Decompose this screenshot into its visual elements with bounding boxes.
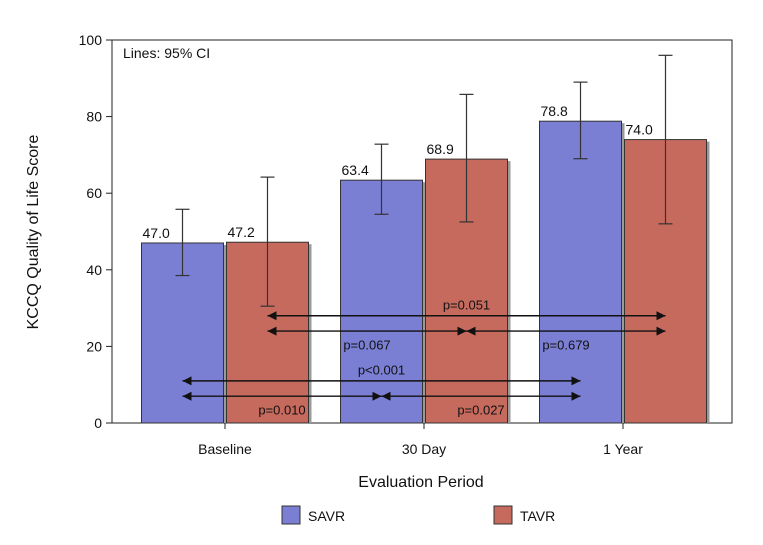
p-value-label: p=0.027: [457, 403, 504, 418]
ci-note: Lines: 95% CI: [123, 45, 210, 61]
bar-value-label: 68.9: [427, 141, 454, 157]
arrow-head: [372, 391, 382, 401]
x-axis: Baseline 30 Day 1 Year: [198, 423, 643, 457]
y-tick-label: 0: [94, 415, 102, 431]
bar-value-label: 78.8: [541, 103, 568, 119]
y-axis-title: KCCQ Quality of Life Score: [25, 135, 42, 330]
arrow-head: [656, 311, 666, 321]
legend-swatch-tavr: [493, 505, 513, 525]
arrow-head: [381, 391, 391, 401]
legend: SAVR TAVR: [281, 505, 555, 525]
arrow-head: [267, 326, 277, 336]
legend-label: TAVR: [520, 508, 555, 524]
arrow-head: [182, 376, 192, 386]
bars: [141, 120, 710, 424]
bar-savr: [340, 179, 423, 424]
p-value-label: p<0.001: [358, 362, 405, 377]
x-tick-label: 30 Day: [402, 441, 446, 457]
arrow-head: [571, 376, 581, 386]
arrow-head: [466, 326, 476, 336]
arrow-head: [457, 326, 467, 336]
y-tick-label: 20: [86, 338, 102, 354]
error-bars: [175, 54, 673, 307]
p-value-label: p=0.067: [343, 337, 390, 352]
y-tick-label: 60: [86, 185, 102, 201]
p-value-label: p=0.679: [542, 337, 589, 352]
bar-value-label: 47.0: [143, 225, 170, 241]
legend-label: SAVR: [308, 508, 345, 524]
y-tick-label: 100: [79, 32, 103, 48]
bar-value-label: 63.4: [342, 162, 369, 178]
bar-value-label: 74.0: [626, 122, 653, 138]
arrow-head: [656, 326, 666, 336]
y-tick-label: 80: [86, 109, 102, 125]
arrow-head: [182, 391, 192, 401]
bar-savr: [539, 120, 622, 424]
legend-swatch-savr: [281, 505, 301, 525]
arrow-head: [267, 311, 277, 321]
bar-labels: 47.0 63.4 78.8 47.2 68.9 74.0: [143, 103, 653, 241]
arrow-head: [571, 391, 581, 401]
comparisons: p=0.051 p=0.067 p=0.679 p<0.001 p=0.010 p=0.0…: [182, 297, 666, 418]
y-tick-label: 40: [86, 262, 102, 278]
p-value-label: p=0.010: [258, 403, 305, 418]
bar-value-label: 47.2: [228, 224, 255, 240]
y-axis: 0 20 40 60 80 100: [79, 32, 112, 431]
x-tick-label: Baseline: [198, 441, 252, 457]
x-tick-label: 1 Year: [603, 441, 643, 457]
x-axis-title: Evaluation Period: [358, 474, 483, 491]
p-value-label: p=0.051: [443, 297, 490, 312]
